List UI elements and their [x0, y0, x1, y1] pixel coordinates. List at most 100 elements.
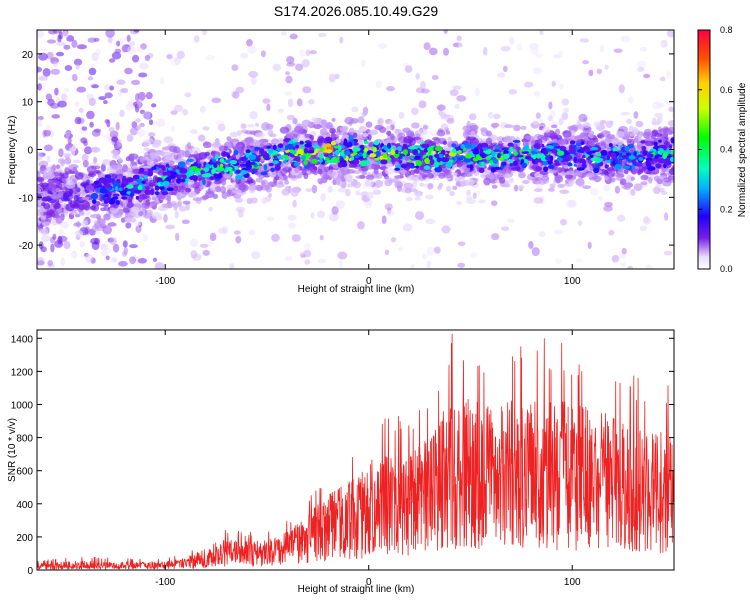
- heatmap-cell: [132, 197, 138, 205]
- heatmap-cell: [580, 141, 585, 145]
- heatmap-cell: [231, 189, 242, 194]
- heatmap-cell: [411, 122, 420, 129]
- y-tick-label: 1400: [11, 334, 34, 345]
- heatmap-cell: [185, 178, 189, 185]
- heatmap-cell: [151, 142, 161, 149]
- heatmap-cell: [317, 168, 323, 175]
- heatmap-cell: [555, 146, 562, 149]
- heatmap-cell: [668, 144, 673, 149]
- heatmap-cell: [668, 126, 674, 134]
- heatmap-cell: [180, 178, 186, 183]
- heatmap-cell: [226, 136, 232, 142]
- heatmap-cell: [582, 185, 592, 190]
- heatmap-cell: [292, 199, 297, 208]
- heatmap-cell: [473, 147, 479, 154]
- heatmap-cell: [575, 142, 582, 147]
- heatmap-cell: [116, 40, 121, 47]
- heatmap-cell: [394, 152, 400, 158]
- heatmap-cell: [139, 156, 146, 162]
- heatmap-cell: [38, 52, 48, 61]
- heatmap-cell: [639, 47, 648, 52]
- heatmap-cell: [98, 96, 107, 101]
- heatmap-cell: [369, 153, 377, 158]
- heatmap-cell: [161, 191, 169, 196]
- heatmap-cell: [375, 172, 383, 179]
- heatmap-cell: [559, 83, 564, 90]
- heatmap-cell: [301, 59, 310, 68]
- heatmap-cell: [119, 109, 125, 118]
- heatmap-cell: [631, 164, 635, 170]
- heatmap-cell: [331, 206, 339, 215]
- heatmap-cell: [236, 130, 242, 136]
- heatmap-cell: [191, 146, 201, 155]
- heatmap-cell: [384, 167, 395, 175]
- heatmap-cell: [37, 256, 45, 266]
- heatmap-cell: [137, 178, 143, 185]
- heatmap-cell: [364, 202, 372, 209]
- heatmap-cell: [557, 139, 567, 145]
- heatmap-cell: [365, 174, 375, 180]
- heatmap-cell: [122, 240, 128, 248]
- heatmap-cell: [91, 146, 99, 152]
- heatmap-cell: [606, 160, 611, 164]
- heatmap-cell: [588, 69, 594, 77]
- heatmap-cell: [176, 178, 182, 184]
- heatmap-cell: [65, 203, 75, 212]
- heatmap-cell: [287, 98, 294, 108]
- heatmap-cell: [551, 149, 558, 154]
- heatmap-cell: [385, 125, 392, 131]
- heatmap-cell: [155, 118, 166, 128]
- heatmap-cell: [642, 150, 648, 156]
- heatmap-cell: [66, 35, 75, 42]
- heatmap-cell: [154, 185, 160, 191]
- heatmap-cell: [82, 160, 89, 168]
- heatmap-cell: [233, 230, 241, 235]
- heatmap-cell: [620, 111, 630, 116]
- heatmap-cell: [56, 41, 66, 47]
- heatmap-cell: [491, 150, 496, 157]
- heatmap-cell: [130, 191, 134, 198]
- heatmap-cell: [408, 165, 416, 169]
- heatmap-cell: [57, 34, 62, 43]
- colorbar-tick-label: 0.4: [720, 145, 733, 155]
- heatmap-cell: [457, 157, 464, 161]
- heatmap-cell: [442, 114, 450, 118]
- heatmap-cell: [413, 155, 421, 160]
- heatmap-cell: [198, 134, 206, 142]
- heatmap-cell: [425, 218, 436, 225]
- heatmap-cell: [247, 176, 253, 184]
- heatmap-cell: [295, 63, 304, 71]
- heatmap-cell: [81, 196, 90, 201]
- spectrogram-heatmap: [37, 30, 674, 269]
- heatmap-cell: [111, 137, 119, 142]
- heatmap-cell: [107, 35, 113, 44]
- heatmap-cell: [105, 255, 110, 261]
- heatmap-cell: [266, 103, 271, 111]
- heatmap-cell: [244, 130, 254, 135]
- heatmap-cell: [248, 154, 257, 160]
- heatmap-cell: [103, 213, 111, 221]
- heatmap-cell: [539, 30, 544, 36]
- heatmap-cell: [50, 165, 56, 173]
- heatmap-cell: [289, 33, 298, 40]
- heatmap-cell: [258, 174, 265, 180]
- y-tick-label: 0: [27, 146, 33, 157]
- heatmap-cell: [142, 110, 151, 120]
- heatmap-cell: [554, 258, 562, 264]
- heatmap-cell: [565, 183, 573, 188]
- heatmap-cell: [491, 233, 500, 241]
- heatmap-cell: [557, 167, 563, 173]
- heatmap-cell: [479, 148, 484, 154]
- heatmap-cell: [363, 140, 369, 145]
- heatmap-cell: [465, 189, 471, 196]
- heatmap-cell: [47, 183, 57, 192]
- heatmap-cell: [549, 183, 556, 189]
- heatmap-cell: [319, 158, 323, 163]
- heatmap-cell: [163, 172, 172, 176]
- heatmap-cell: [329, 127, 336, 134]
- heatmap-cell: [330, 133, 337, 139]
- heatmap-cell: [313, 124, 322, 130]
- heatmap-cell: [165, 224, 176, 230]
- heatmap-cell: [131, 79, 141, 86]
- heatmap-cell: [268, 162, 274, 167]
